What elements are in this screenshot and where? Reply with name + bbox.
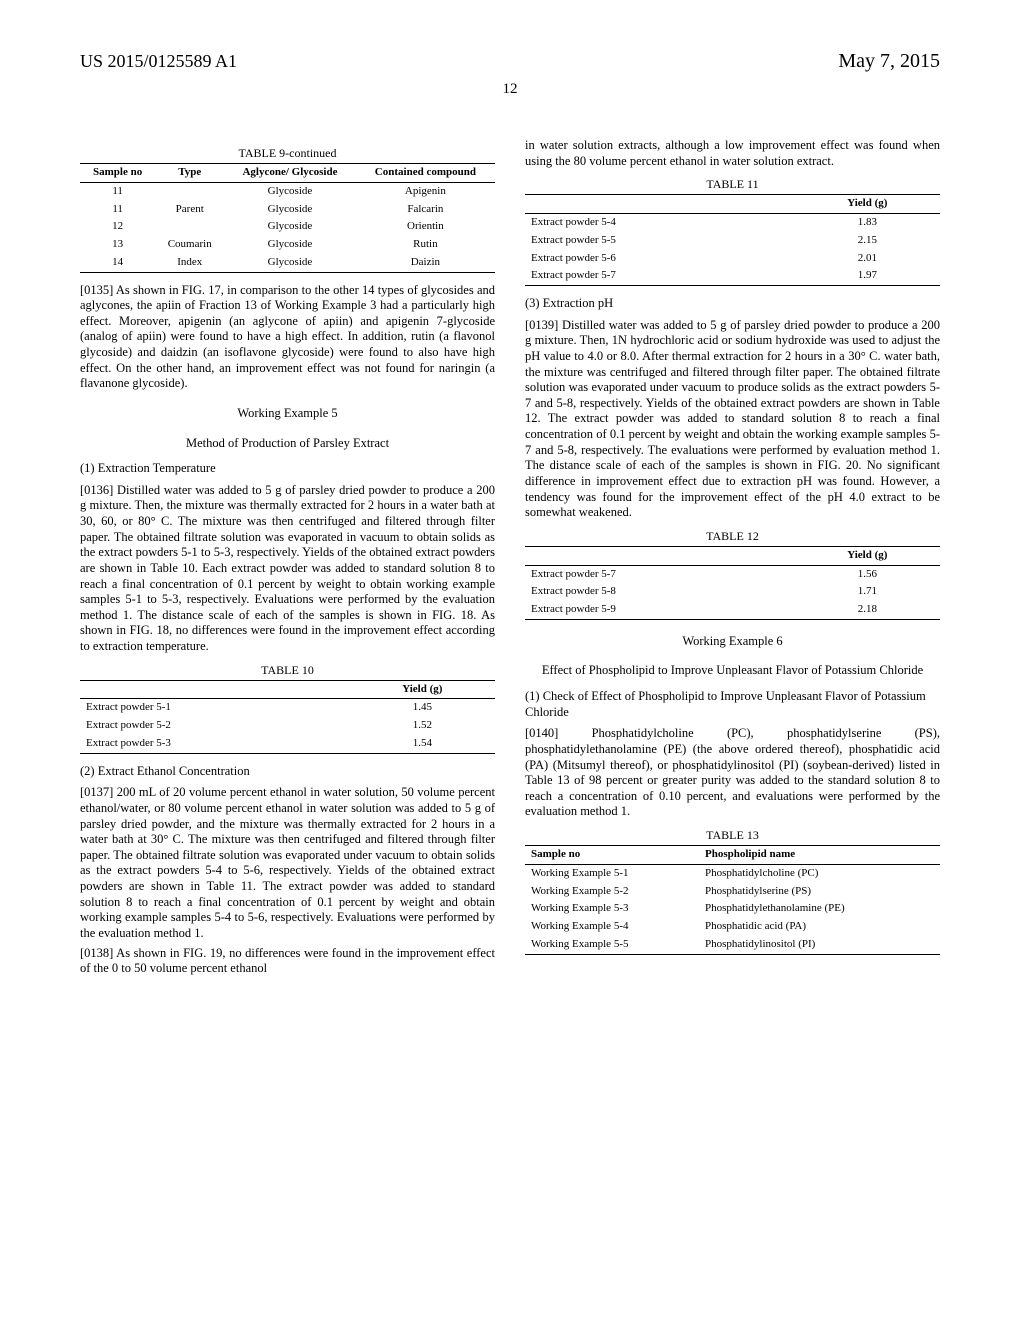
t13-r4c0: Working Example 5-5 xyxy=(525,936,699,954)
table9-h4: Contained compound xyxy=(356,164,495,183)
t13-r0c0: Working Example 5-1 xyxy=(525,864,699,882)
publication-date: May 7, 2015 xyxy=(838,50,940,73)
table9: Sample no Type Aglycone/ Glycoside Conta… xyxy=(80,163,495,273)
t10-r2c0: Extract powder 5-3 xyxy=(80,735,350,753)
working-example-6-title: Working Example 6 xyxy=(525,634,940,650)
para-0135: [0135] As shown in FIG. 17, in compariso… xyxy=(80,283,495,392)
table11-title: TABLE 11 xyxy=(525,177,940,192)
t9-r1c2: Glycoside xyxy=(224,201,356,219)
content-columns: TABLE 9-continued Sample no Type Aglycon… xyxy=(80,138,940,981)
left-column: TABLE 9-continued Sample no Type Aglycon… xyxy=(80,138,495,981)
table12-title: TABLE 12 xyxy=(525,529,940,544)
t12-r1c0: Extract powder 5-8 xyxy=(525,583,795,601)
t13-r1c0: Working Example 5-2 xyxy=(525,883,699,901)
t13-r0c1: Phosphatidylcholine (PC) xyxy=(699,864,940,882)
t11-r3c1: 1.97 xyxy=(795,267,940,285)
right-column: in water solution extracts, although a l… xyxy=(525,138,940,981)
section-3-title: (3) Extraction pH xyxy=(525,296,940,312)
table12: Yield (g) Extract powder 5-7 1.56 Extrac… xyxy=(525,546,940,620)
patent-number: US 2015/0125589 A1 xyxy=(80,51,237,72)
t9-r1c0: 11 xyxy=(80,201,155,219)
t9-r4c3: Daizin xyxy=(356,254,495,272)
t10-r1c1: 1.52 xyxy=(350,717,495,735)
t9-r3c1: Coumarin xyxy=(155,236,224,254)
para-0140: [0140] Phosphatidylcholine (PC), phospha… xyxy=(525,726,940,820)
t11-r2c1: 2.01 xyxy=(795,250,940,268)
working-example-5-title: Working Example 5 xyxy=(80,406,495,422)
para-0137: [0137] 200 mL of 20 volume percent ethan… xyxy=(80,785,495,941)
t9-r1c3: Falcarin xyxy=(356,201,495,219)
t9-r3c2: Glycoside xyxy=(224,236,356,254)
t13-r4c1: Phosphatidylinositol (PI) xyxy=(699,936,940,954)
t9-r4c0: 14 xyxy=(80,254,155,272)
para-0136: [0136] Distilled water was added to 5 g … xyxy=(80,483,495,655)
section-2-title: (2) Extract Ethanol Concentration xyxy=(80,764,495,780)
table9-title: TABLE 9-continued xyxy=(80,146,495,161)
t13-h0: Sample no xyxy=(525,846,699,865)
table9-h1: Sample no xyxy=(80,164,155,183)
table11: Yield (g) Extract powder 5-4 1.83 Extrac… xyxy=(525,194,940,286)
table10-title: TABLE 10 xyxy=(80,663,495,678)
section-1-title: (1) Extraction Temperature xyxy=(80,461,495,477)
t12-r2c0: Extract powder 5-9 xyxy=(525,601,795,619)
t9-r2c1 xyxy=(155,218,224,236)
table10: Yield (g) Extract powder 5-1 1.45 Extrac… xyxy=(80,680,495,754)
t13-r2c1: Phosphatidylethanolamine (PE) xyxy=(699,900,940,918)
t10-r0c1: 1.45 xyxy=(350,699,495,717)
t9-r0c2: Glycoside xyxy=(224,182,356,200)
t9-r1c1: Parent xyxy=(155,201,224,219)
t13-r3c0: Working Example 5-4 xyxy=(525,918,699,936)
t11-r0c0: Extract powder 5-4 xyxy=(525,214,795,232)
page-header: US 2015/0125589 A1 May 7, 2015 xyxy=(80,50,940,73)
t11-r2c0: Extract powder 5-6 xyxy=(525,250,795,268)
t10-r0c0: Extract powder 5-1 xyxy=(80,699,350,717)
t13-h1: Phospholipid name xyxy=(699,846,940,865)
t12-r2c1: 2.18 xyxy=(795,601,940,619)
working-example-5-subtitle: Method of Production of Parsley Extract xyxy=(80,436,495,452)
table9-h2: Type xyxy=(155,164,224,183)
t9-r0c0: 11 xyxy=(80,182,155,200)
t12-h: Yield (g) xyxy=(795,546,940,565)
t9-r2c3: Orientin xyxy=(356,218,495,236)
t9-r0c1 xyxy=(155,182,224,200)
t13-r1c1: Phosphatidylserine (PS) xyxy=(699,883,940,901)
table13: Sample no Phospholipid name Working Exam… xyxy=(525,845,940,955)
t9-r3c0: 13 xyxy=(80,236,155,254)
t11-r0c1: 1.83 xyxy=(795,214,940,232)
para-0138: [0138] As shown in FIG. 19, no differenc… xyxy=(80,946,495,977)
table9-h3: Aglycone/ Glycoside xyxy=(224,164,356,183)
para-cont: in water solution extracts, although a l… xyxy=(525,138,940,169)
t9-r2c2: Glycoside xyxy=(224,218,356,236)
t10-r1c0: Extract powder 5-2 xyxy=(80,717,350,735)
t9-r4c1: Index xyxy=(155,254,224,272)
t9-r0c3: Apigenin xyxy=(356,182,495,200)
table13-title: TABLE 13 xyxy=(525,828,940,843)
t9-r3c3: Rutin xyxy=(356,236,495,254)
working-example-6-subtitle: Effect of Phospholipid to Improve Unplea… xyxy=(525,663,940,679)
t11-r1c0: Extract powder 5-5 xyxy=(525,232,795,250)
t10-h: Yield (g) xyxy=(350,680,495,699)
t11-r1c1: 2.15 xyxy=(795,232,940,250)
para-0139: [0139] Distilled water was added to 5 g … xyxy=(525,318,940,521)
page-number: 12 xyxy=(80,81,940,98)
t9-r2c0: 12 xyxy=(80,218,155,236)
t13-r2c0: Working Example 5-3 xyxy=(525,900,699,918)
t12-r1c1: 1.71 xyxy=(795,583,940,601)
t10-r2c1: 1.54 xyxy=(350,735,495,753)
t11-h: Yield (g) xyxy=(795,195,940,214)
t12-r0c0: Extract powder 5-7 xyxy=(525,565,795,583)
t13-r3c1: Phosphatidic acid (PA) xyxy=(699,918,940,936)
section-4-title: (1) Check of Effect of Phospholipid to I… xyxy=(525,689,940,720)
t12-r0c1: 1.56 xyxy=(795,565,940,583)
t9-r4c2: Glycoside xyxy=(224,254,356,272)
t11-r3c0: Extract powder 5-7 xyxy=(525,267,795,285)
